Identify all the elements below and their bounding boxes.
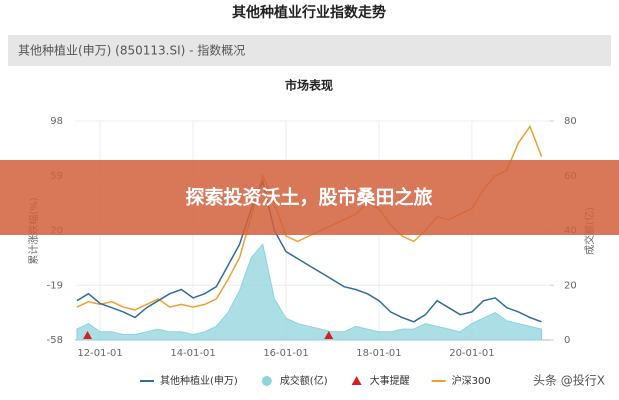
legend-swatch (351, 376, 362, 385)
chart-title: 市场表现 (285, 78, 333, 93)
legend-label: 沪深300 (452, 374, 491, 387)
legend-label: 其他种植业(申万) (160, 374, 238, 387)
page-title: 其他种植业行业指数走势 (232, 4, 386, 21)
y2-tick-label: 20 (564, 280, 577, 291)
x-tick-label: 20-01-01 (449, 348, 494, 359)
x-tick-label: 14-01-01 (170, 348, 215, 359)
y2-tick-label: 0 (564, 335, 570, 346)
y-tick-label: -19 (47, 280, 63, 291)
page-subtitle: 其他种植业(申万) (850113.SI) - 指数概况 (18, 43, 245, 58)
event-marker (324, 331, 334, 339)
y2-tick-label: 80 (564, 116, 577, 127)
x-tick-label: 16-01-01 (263, 348, 308, 359)
event-marker (83, 331, 93, 339)
legend-label: 成交额(亿) (280, 374, 328, 387)
banner (0, 160, 619, 235)
y-tick-label: 98 (50, 116, 63, 127)
watermark: 头条 @投行X (533, 373, 605, 388)
legend-label: 大事提醒 (370, 374, 410, 387)
series-line (76, 178, 542, 323)
y-tick-label: -58 (47, 335, 63, 346)
banner-text: 探索投资沃土，股市桑田之旅 (185, 186, 432, 209)
subtitle-bar (8, 35, 611, 66)
plot: -58-1920599802040608012-01-0114-01-0116-… (47, 116, 577, 359)
legend: 其他种植业(申万) 成交额(亿) 大事提醒 沪深300 (140, 374, 491, 387)
volume-area (76, 243, 543, 341)
x-tick-label: 12-01-01 (77, 348, 122, 359)
legend-swatch (261, 376, 272, 386)
x-tick-label: 18-01-01 (356, 348, 401, 359)
